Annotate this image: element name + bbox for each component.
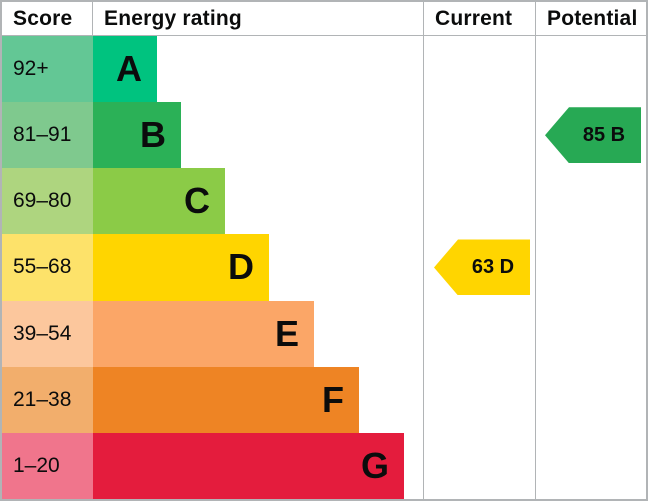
score-range-label: 69–80 xyxy=(13,189,72,213)
rating-bar: B xyxy=(93,102,181,169)
chart-header: Score Energy rating Current Potential xyxy=(2,2,646,36)
score-range-label: 21–38 xyxy=(13,387,72,411)
score-range-label: 81–91 xyxy=(13,123,72,147)
score-cell: 21–38 xyxy=(2,366,93,433)
current-rating-arrow: 63 D xyxy=(434,239,530,296)
rating-letter: G xyxy=(360,444,389,486)
rating-letter: A xyxy=(116,48,142,90)
rating-bar-area: B xyxy=(93,102,423,169)
score-cell: 55–68 xyxy=(2,234,93,301)
rating-letter: F xyxy=(322,378,344,420)
band-rows: 92+ A 81–91 B 85 B 69–80 C xyxy=(2,36,646,499)
band-row: 21–38 F xyxy=(2,366,646,433)
rating-bar: A xyxy=(93,36,157,103)
rating-letter: E xyxy=(274,312,299,354)
potential-cell xyxy=(535,234,646,301)
band-row: 55–68 D 63 D xyxy=(2,234,646,301)
score-range-label: 1–20 xyxy=(13,453,60,477)
rating-bar: G xyxy=(93,432,404,499)
potential-cell xyxy=(535,366,646,433)
current-cell xyxy=(423,366,535,433)
band-row: 69–80 C xyxy=(2,168,646,235)
score-cell: 39–54 xyxy=(2,300,93,367)
rating-bar-area: F xyxy=(93,366,423,433)
potential-rating-label: 85 B xyxy=(582,123,626,146)
rating-letter: C xyxy=(184,180,210,222)
potential-cell: 85 B xyxy=(535,102,646,169)
current-cell: 63 D xyxy=(423,234,535,301)
current-cell xyxy=(423,36,535,103)
score-range-label: 39–54 xyxy=(13,321,72,345)
current-cell xyxy=(423,102,535,169)
score-cell: 69–80 xyxy=(2,168,93,235)
rating-bar: D xyxy=(93,234,269,301)
energy-rating-column-header: Energy rating xyxy=(104,6,242,30)
potential-column-header: Potential xyxy=(535,2,646,35)
score-cell: 92+ xyxy=(2,36,93,103)
score-column-header: Score xyxy=(2,2,93,35)
rating-bar-area: A xyxy=(93,36,423,103)
potential-rating-arrow: 85 B xyxy=(545,107,641,164)
score-cell: 1–20 xyxy=(2,432,93,499)
score-range-label: 92+ xyxy=(13,57,49,81)
rating-bar: E xyxy=(93,300,314,367)
band-row: 1–20 G xyxy=(2,432,646,499)
score-cell: 81–91 xyxy=(2,102,93,169)
rating-bar-area: C xyxy=(93,168,423,235)
band-row: 39–54 E xyxy=(2,300,646,367)
rating-bar-area: G xyxy=(93,432,423,499)
rating-letter: D xyxy=(228,246,254,288)
current-cell xyxy=(423,432,535,499)
rating-letter: B xyxy=(140,114,166,156)
rating-bar: C xyxy=(93,168,225,235)
current-cell xyxy=(423,300,535,367)
rating-bar-area: D xyxy=(93,234,423,301)
rating-bar-area: E xyxy=(93,300,423,367)
current-rating-label: 63 D xyxy=(471,255,515,278)
potential-cell xyxy=(535,168,646,235)
potential-cell xyxy=(535,300,646,367)
band-row: 81–91 B 85 B xyxy=(2,102,646,169)
current-cell xyxy=(423,168,535,235)
potential-cell xyxy=(535,36,646,103)
rating-bar: F xyxy=(93,366,359,433)
score-range-label: 55–68 xyxy=(13,255,72,279)
band-row: 92+ A xyxy=(2,36,646,103)
current-column-header: Current xyxy=(423,2,535,35)
potential-cell xyxy=(535,432,646,499)
